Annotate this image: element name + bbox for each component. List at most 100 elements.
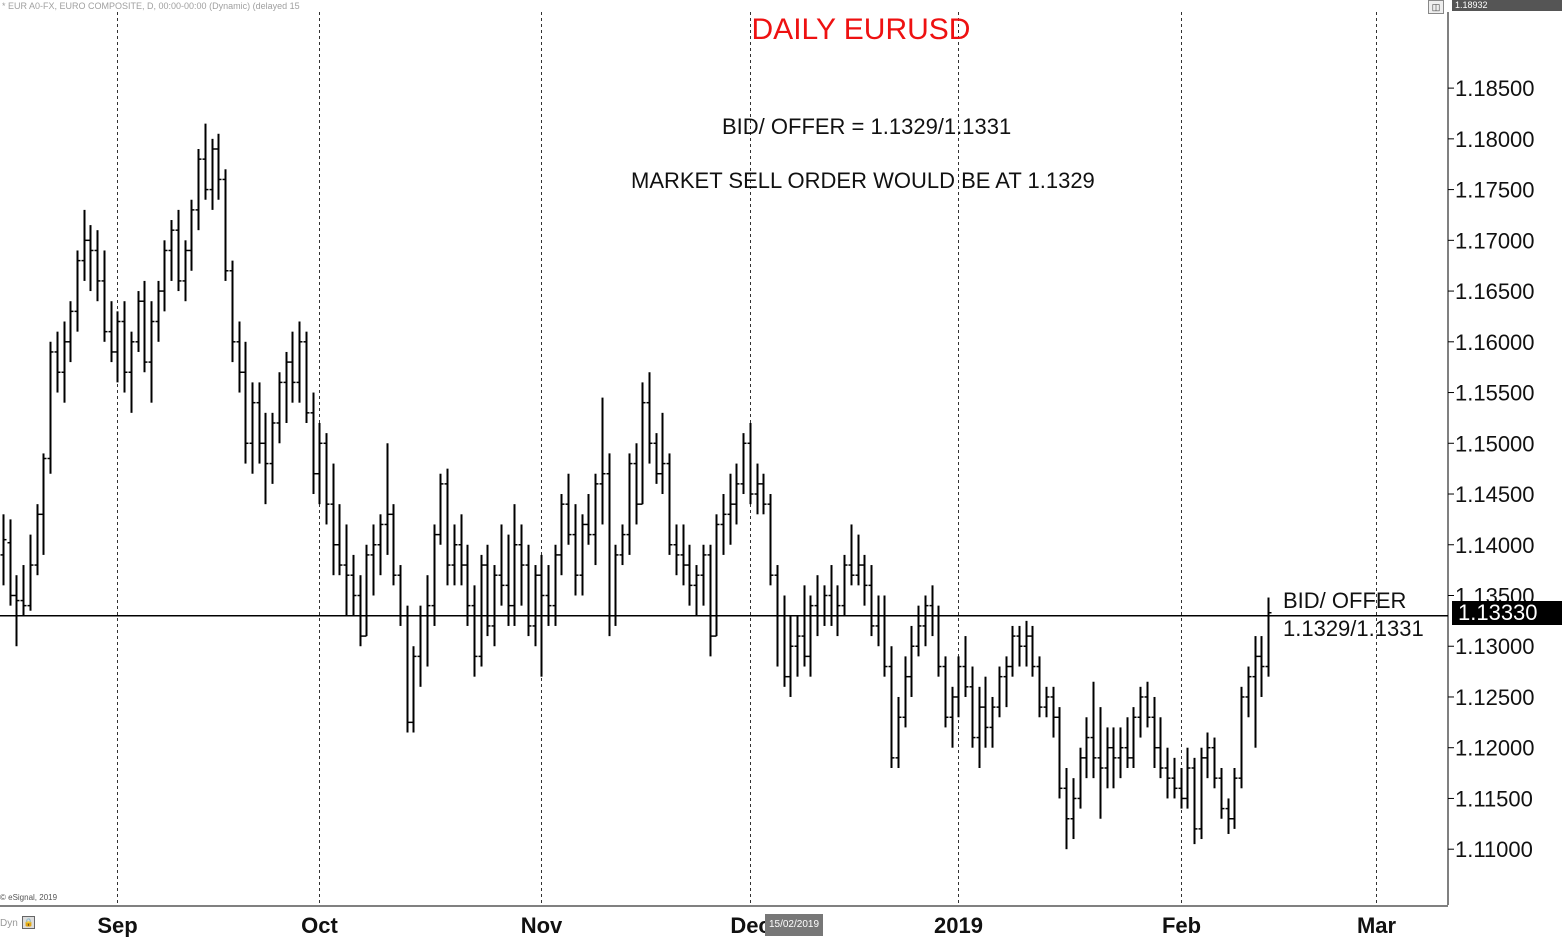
ohlc-bar [841,554,848,616]
ohlc-bar [330,463,337,576]
ohlc-bar [384,443,391,555]
right-bid-offer-values: 1.1329/1.1331 [1283,616,1424,641]
ohlc-bar [128,331,135,413]
y-tick-label: 1.13000 [1455,634,1535,659]
ohlc-bar [693,565,700,616]
ohlc-bar [1218,768,1225,819]
copyright-text: © eSignal, 2019 [0,893,58,902]
ohlc-bar [700,544,707,606]
ohlc-bar [47,341,54,474]
ohlc-bar [484,544,491,637]
ohlc-bar [67,301,74,363]
restore-window-icon[interactable]: ◫ [1428,0,1444,14]
ohlc-bar [370,524,377,596]
ohlc-bar [659,412,666,495]
ohlc-bar [289,331,296,403]
ohlc-bar [168,220,175,281]
ohlc-bar [377,514,384,576]
ohlc-bar [417,605,424,687]
ohlc-bar [1225,798,1232,834]
ohlc-bar [828,565,835,626]
ohlc-bar [1043,686,1050,718]
ohlc-bar [720,494,727,555]
ohlc-bar [1124,717,1131,769]
ohlc-bar [1184,747,1191,809]
ohlc-bar [982,676,989,748]
chart-title: DAILY EURUSD [751,13,971,46]
ohlc-bar [141,280,148,373]
x-tick-label: Oct [301,913,338,937]
ohlc-bar [599,397,606,525]
ohlc-bar [814,575,821,637]
ohlc-bar [1252,636,1259,748]
top-price-readout: 1.18932 [1452,0,1562,11]
x-tick-label: Dec [730,913,770,937]
y-tick-label: 1.14000 [1455,533,1535,558]
ohlc-bar [1117,727,1124,779]
ohlc-bar [61,321,68,403]
ohlc-bar [834,585,841,637]
ohlc-bar [1157,717,1164,779]
ohlc-bar [942,656,949,728]
ohlc-bar [397,565,404,626]
market-sell-note: MARKET SELL ORDER WOULD BE AT 1.1329 [631,168,1095,193]
ohlc-bar [182,240,189,302]
ohlc-bar [592,473,599,566]
ohlc-bar [424,575,431,667]
y-tick-label: 1.15500 [1455,381,1535,406]
ohlc-bar [1050,686,1057,738]
ohlc-bar [1178,768,1185,809]
ohlc-bar [390,504,397,586]
ohlc-bar [1130,707,1137,769]
ohlc-bar [807,595,814,677]
ohlc-bar [27,534,34,611]
ohlc-bar [161,240,168,312]
ohlc-bar [20,565,27,616]
ohlc-bar [1191,757,1198,845]
ohlc-bar [532,565,539,647]
ohlc-bar [1137,686,1144,738]
ohlc-bar [1198,747,1205,840]
month-gridlines [117,12,1377,905]
y-tick-label: 1.11000 [1455,837,1533,862]
ohlc-bar [888,646,895,769]
ohlc-bar [1211,737,1218,789]
ohlc-bar [861,554,868,606]
ohlc-bar [922,595,929,647]
ohlc-bar [881,595,888,677]
ohlc-bar [1063,768,1070,850]
ohlc-bar [1164,747,1171,799]
ohlc-bar [498,524,505,606]
lock-icon[interactable]: 🔒 [22,916,35,929]
ohlc-bar [1023,620,1030,667]
ohlc-bar [565,473,572,545]
ohlc-bar [202,123,209,200]
ohlc-bar [949,686,956,748]
x-tick-label: Feb [1162,913,1201,937]
ohlc-bar [175,209,182,292]
ohlc-bar [87,225,94,292]
x-tick-label: 2019 [934,913,983,937]
ohlc-bar [249,382,256,474]
time-axis-ticks: SepOctNovDec2019FebMarAprMayJun [97,913,1396,937]
ohlc-bar [209,138,216,210]
ohlc-bar [1104,727,1111,789]
last-price-marker: 1.13330 [1452,601,1562,625]
ohlc-bar [727,473,734,545]
ohlc-bar [929,585,936,637]
ohlc-bar [431,524,438,626]
ohlc-bar [821,585,828,626]
y-tick-label: 1.11500 [1455,786,1533,811]
ohlc-bar [478,554,485,667]
ohlc-bar [114,311,121,383]
ohlc-bar [1204,732,1211,779]
ohlc-bar [955,656,962,718]
ohlc-bar [585,494,592,545]
ohlc-bar [633,443,640,525]
ohlc-bar [74,250,81,332]
ohlc-bar [101,250,108,342]
ohlc-bar [188,199,195,271]
ohlc-bar [713,514,720,637]
ohlc-bar [855,534,862,586]
ohlc-bar [310,392,317,495]
